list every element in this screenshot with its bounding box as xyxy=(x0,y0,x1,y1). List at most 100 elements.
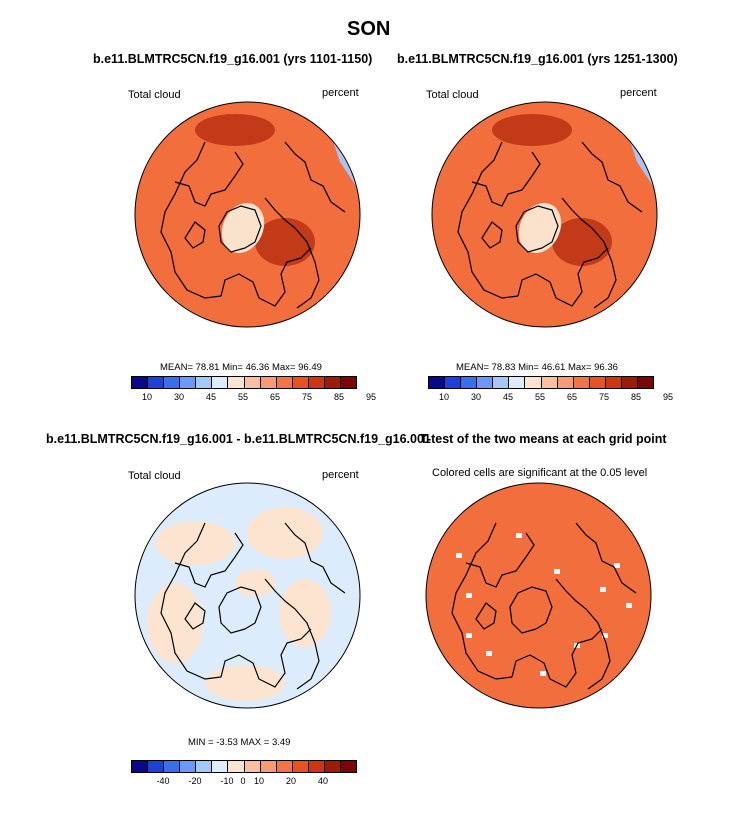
colorbar-tick-label: 20 xyxy=(285,776,296,786)
panel-2-units-label: percent xyxy=(620,87,657,99)
panel-1-map xyxy=(134,101,361,328)
map-high-cloud-region xyxy=(492,114,572,146)
colorbar-swatch xyxy=(461,377,478,388)
colorbar-swatch xyxy=(308,761,325,772)
colorbar-tick-label: -20 xyxy=(188,776,202,786)
colorbar-swatch xyxy=(148,377,165,388)
panel-3-colorbar xyxy=(131,760,357,773)
map-border xyxy=(134,482,361,709)
map-coastline xyxy=(457,141,519,299)
colorbar-swatch xyxy=(638,377,654,388)
colorbar-swatch xyxy=(148,761,165,772)
colorbar-swatch xyxy=(445,377,462,388)
map-border xyxy=(425,482,652,709)
colorbar-tick-label: 10 xyxy=(141,392,152,402)
map-high-cloud-region xyxy=(552,218,612,266)
panel-2-colorbar xyxy=(428,376,654,389)
map-nonsignificant-cell xyxy=(456,553,462,558)
panel-1-max-value: 96.49 xyxy=(298,362,322,373)
colorbar-swatch xyxy=(557,377,574,388)
colorbar-tick-label: 85 xyxy=(333,392,344,402)
colorbar-swatch xyxy=(260,761,277,772)
colorbar-swatch xyxy=(509,377,526,388)
colorbar-swatch xyxy=(292,761,309,772)
map-positive-difference-patch xyxy=(235,569,275,597)
colorbar-tick-label: 95 xyxy=(662,392,673,402)
map-coastline xyxy=(475,602,497,630)
colorbar-swatch xyxy=(276,761,293,772)
colorbar-swatch xyxy=(212,761,229,772)
colorbar-swatch xyxy=(228,377,245,388)
map-nonsignificant-cell xyxy=(626,603,632,608)
map-coastline xyxy=(284,141,346,213)
colorbar-swatch xyxy=(477,377,494,388)
colorbar-swatch xyxy=(276,377,293,388)
colorbar-swatch xyxy=(260,377,277,388)
map-nonsignificant-cell xyxy=(554,569,560,574)
colorbar-tick-label: 45 xyxy=(502,392,513,402)
colorbar-swatch xyxy=(196,377,213,388)
colorbar-swatch xyxy=(180,377,197,388)
panel-1-title: b.e11.BLMTRC5CN.f19_g16.001 (yrs 1101-11… xyxy=(93,52,373,66)
panel-1-variable-label: Total cloud xyxy=(128,89,181,101)
map-nonsignificant-cell xyxy=(466,633,472,638)
colorbar-swatch xyxy=(589,377,606,388)
map-greenland-low-cloud xyxy=(518,202,562,254)
panel-3-min-label: MIN = xyxy=(188,737,214,748)
colorbar-tick-label: 55 xyxy=(534,392,545,402)
colorbar-tick-label: 30 xyxy=(470,392,481,402)
colorbar-tick-label: -40 xyxy=(156,776,170,786)
map-coastline xyxy=(515,205,559,253)
map-nonsignificant-cell xyxy=(466,593,472,598)
panel-3-max-value: 3.49 xyxy=(271,737,291,748)
panel-2-mean-label: MEAN= xyxy=(456,362,489,373)
colorbar-tick-label: 95 xyxy=(365,392,376,402)
map-field xyxy=(432,102,657,327)
map-coastline xyxy=(218,586,262,634)
map-coastline xyxy=(517,247,609,307)
map-nonsignificant-cell xyxy=(602,633,608,638)
colorbar-swatch xyxy=(292,377,309,388)
map-coastline xyxy=(575,522,637,594)
colorbar-swatch xyxy=(164,377,181,388)
colorbar-swatch xyxy=(228,761,245,772)
map-coastline xyxy=(264,578,320,690)
panel-2-max-label: Max= xyxy=(567,362,592,373)
map-coastline xyxy=(264,197,320,309)
panel-1-mean-value: 78.81 xyxy=(195,362,220,373)
colorbar-swatch xyxy=(308,377,325,388)
map-coastline xyxy=(220,247,312,307)
colorbar-swatch xyxy=(212,377,229,388)
map-coastline xyxy=(481,221,503,249)
map-positive-difference-patch xyxy=(147,583,203,663)
map-greenland-low-cloud xyxy=(221,202,265,254)
colorbar-tick-label: 40 xyxy=(317,776,328,786)
map-coastline xyxy=(160,141,222,299)
panel-3-stats: MIN = -3.53 MAX = 3.49 xyxy=(188,737,290,748)
map-field xyxy=(426,483,651,708)
panel-2-max-value: 96.36 xyxy=(594,362,618,373)
colorbar-swatch xyxy=(164,761,181,772)
colorbar-swatch xyxy=(493,377,510,388)
colorbar-tick-label: 10 xyxy=(438,392,449,402)
colorbar-swatch xyxy=(132,377,149,388)
colorbar-swatch xyxy=(621,377,639,388)
map-nonsignificant-cell xyxy=(614,563,620,568)
map-coastline xyxy=(471,151,541,207)
map-coastline xyxy=(184,221,206,249)
panel-2-variable-label: Total cloud xyxy=(426,89,479,101)
map-nonsignificant-cell xyxy=(516,533,522,538)
map-coastline xyxy=(561,197,617,309)
panel-3-min-value: -3.53 xyxy=(216,737,238,748)
panel-3-title: b.e11.BLMTRC5CN.f19_g16.001 - b.e11.BLMT… xyxy=(46,432,431,446)
colorbar-swatch xyxy=(180,761,197,772)
colorbar-swatch xyxy=(341,761,357,772)
colorbar-swatch xyxy=(244,377,261,388)
map-high-cloud-region xyxy=(255,218,315,266)
panel-2-stats: MEAN= 78.83 Min= 46.61 Max= 96.36 xyxy=(456,362,618,373)
map-nonsignificant-cell xyxy=(600,587,606,592)
panel-2-min-value: 46.61 xyxy=(541,362,566,373)
map-coastline xyxy=(555,578,611,690)
panel-3-max-label: MAX = xyxy=(240,737,270,748)
panel-1-units-label: percent xyxy=(322,87,359,99)
